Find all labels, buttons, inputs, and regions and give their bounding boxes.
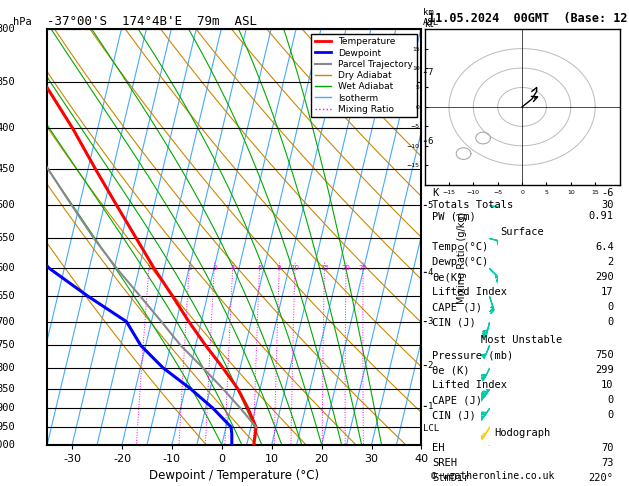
Text: 73: 73	[601, 458, 614, 468]
Text: 1: 1	[147, 265, 151, 271]
Text: 25: 25	[359, 265, 367, 271]
Text: 650: 650	[0, 291, 15, 301]
Text: Pressure (mb): Pressure (mb)	[432, 350, 514, 360]
Text: 30: 30	[601, 200, 614, 209]
Text: 750: 750	[0, 340, 15, 350]
Text: θe (K): θe (K)	[432, 365, 470, 375]
Text: 4: 4	[230, 265, 235, 271]
Text: 400: 400	[0, 123, 15, 134]
Text: 450: 450	[0, 164, 15, 174]
Text: 8: 8	[277, 265, 282, 271]
Text: 0: 0	[608, 395, 614, 405]
Text: 7: 7	[428, 68, 433, 77]
Text: 950: 950	[0, 422, 15, 432]
Text: K: K	[432, 188, 438, 198]
Text: Lifted Index: Lifted Index	[432, 380, 508, 390]
Text: hPa: hPa	[13, 17, 32, 27]
Text: θe(K): θe(K)	[432, 272, 464, 282]
Text: 4: 4	[428, 268, 433, 277]
Text: 800: 800	[0, 363, 15, 373]
Legend: Temperature, Dewpoint, Parcel Trajectory, Dry Adiabat, Wet Adiabat, Isotherm, Mi: Temperature, Dewpoint, Parcel Trajectory…	[311, 34, 417, 118]
Text: 1000: 1000	[0, 440, 15, 450]
Text: 3: 3	[212, 265, 216, 271]
Text: Totals Totals: Totals Totals	[432, 200, 514, 209]
Text: Most Unstable: Most Unstable	[481, 335, 563, 345]
Text: 0: 0	[608, 302, 614, 312]
Text: Mixing Ratio (g/kg): Mixing Ratio (g/kg)	[457, 211, 467, 304]
Text: 300: 300	[0, 24, 15, 34]
Text: 700: 700	[0, 316, 15, 327]
Text: km
ASL: km ASL	[423, 8, 440, 27]
Text: 350: 350	[0, 77, 15, 87]
Text: Temp (°C): Temp (°C)	[432, 242, 489, 252]
Text: 11.05.2024  00GMT  (Base: 12): 11.05.2024 00GMT (Base: 12)	[428, 12, 629, 25]
Text: Lifted Index: Lifted Index	[432, 287, 508, 297]
Text: EH: EH	[432, 443, 445, 453]
Text: 2: 2	[187, 265, 191, 271]
Text: LCL: LCL	[423, 424, 440, 433]
Text: 10: 10	[601, 380, 614, 390]
Text: PW (cm): PW (cm)	[432, 211, 476, 221]
Text: CIN (J): CIN (J)	[432, 317, 476, 328]
Text: 6: 6	[428, 137, 433, 146]
Text: 299: 299	[595, 365, 614, 375]
Text: 3: 3	[428, 317, 433, 326]
Text: 0.91: 0.91	[589, 211, 614, 221]
Text: 1: 1	[428, 402, 433, 411]
Text: 290: 290	[595, 272, 614, 282]
Text: CAPE (J): CAPE (J)	[432, 395, 482, 405]
X-axis label: Dewpoint / Temperature (°C): Dewpoint / Temperature (°C)	[149, 469, 320, 482]
Text: 15: 15	[320, 265, 329, 271]
Text: CAPE (J): CAPE (J)	[432, 302, 482, 312]
Text: 500: 500	[0, 200, 15, 210]
Text: 0: 0	[608, 410, 614, 420]
Text: © weatheronline.co.uk: © weatheronline.co.uk	[431, 471, 554, 481]
Text: 2: 2	[608, 257, 614, 267]
Text: 6.4: 6.4	[595, 242, 614, 252]
Text: 10: 10	[291, 265, 299, 271]
Text: 850: 850	[0, 383, 15, 394]
Text: 600: 600	[0, 263, 15, 274]
Text: 550: 550	[0, 233, 15, 243]
Text: -37°00'S  174°4B'E  79m  ASL: -37°00'S 174°4B'E 79m ASL	[47, 15, 257, 28]
Text: 900: 900	[0, 403, 15, 413]
Text: 70: 70	[601, 443, 614, 453]
Text: -6: -6	[601, 188, 614, 198]
Text: 750: 750	[595, 350, 614, 360]
Text: 17: 17	[601, 287, 614, 297]
Text: StmDir: StmDir	[432, 473, 470, 483]
Text: 220°: 220°	[589, 473, 614, 483]
Text: 5: 5	[428, 201, 433, 210]
Text: Hodograph: Hodograph	[494, 428, 550, 438]
Text: Surface: Surface	[500, 227, 544, 237]
Text: 2: 2	[428, 361, 433, 370]
Text: 0: 0	[608, 317, 614, 328]
Text: SREH: SREH	[432, 458, 457, 468]
Text: kt: kt	[425, 19, 434, 29]
Text: CIN (J): CIN (J)	[432, 410, 476, 420]
Text: Dewp (°C): Dewp (°C)	[432, 257, 489, 267]
Text: 20: 20	[342, 265, 350, 271]
Text: 6: 6	[257, 265, 262, 271]
